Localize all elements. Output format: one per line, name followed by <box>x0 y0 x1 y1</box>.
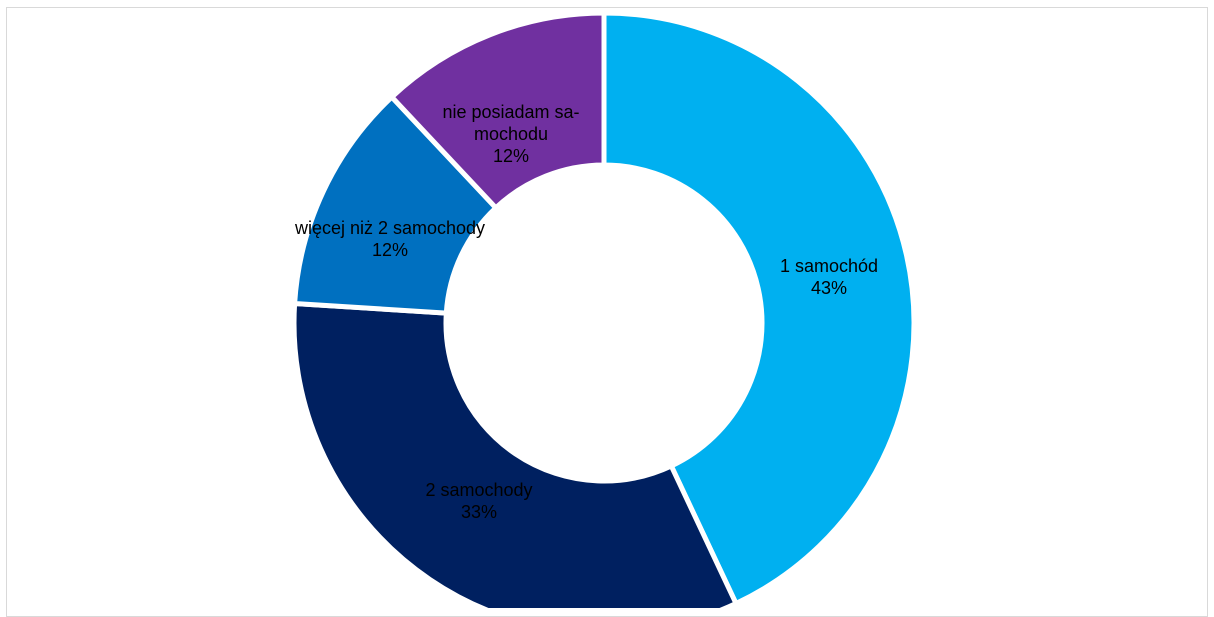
slice-percent: 43% <box>811 278 847 298</box>
slice-category: 2 samochody <box>425 480 532 500</box>
slice-label-2: 2 samochody 33% <box>425 480 532 522</box>
slice-label-4: nie posiadam sa-mochodu 12% <box>442 102 579 166</box>
slice-category: więcej niż 2 samochody <box>294 218 485 238</box>
slice-percent: 12% <box>493 146 529 166</box>
slice-category: mochodu <box>474 124 548 144</box>
slice-label-3: więcej niż 2 samochody 12% <box>294 218 485 260</box>
donut-slice-1 <box>601 10 917 607</box>
slice-category: nie posiadam sa- <box>442 102 579 122</box>
donut-slice-2 <box>291 300 740 608</box>
slice-label-1: 1 samochód 43% <box>780 256 878 298</box>
slices-layer <box>291 10 917 608</box>
slice-percent: 33% <box>461 502 497 522</box>
donut-slice-4 <box>388 10 607 212</box>
slice-percent: 12% <box>372 240 408 260</box>
slice-category: 1 samochód <box>780 256 878 276</box>
labels-layer: 1 samochód 43% 2 samochody 33% więcej niż 2 … <box>294 102 878 522</box>
